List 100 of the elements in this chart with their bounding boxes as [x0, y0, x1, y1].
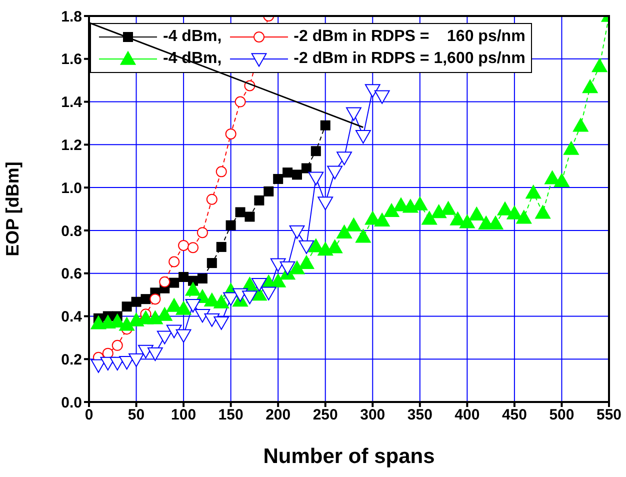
point — [526, 185, 542, 199]
point — [298, 240, 314, 254]
point — [301, 163, 312, 174]
point — [235, 207, 246, 218]
point — [346, 107, 362, 121]
y-tick-label: 0.2 — [61, 351, 82, 368]
point — [554, 173, 570, 188]
point — [402, 199, 418, 213]
point — [364, 84, 380, 98]
point — [254, 195, 264, 206]
point — [244, 212, 255, 222]
point — [346, 218, 362, 232]
point — [234, 96, 246, 108]
point — [204, 313, 220, 327]
x-tick-label: 0 — [84, 406, 94, 424]
point — [166, 324, 182, 338]
y-tick-label: 1.8 — [61, 8, 82, 26]
point — [176, 329, 192, 343]
x-tick-label: 550 — [596, 406, 622, 424]
x-tick-label: 150 — [218, 406, 244, 424]
point — [156, 330, 172, 344]
x-tick-label: 200 — [266, 406, 291, 424]
point — [185, 282, 201, 296]
point — [260, 286, 276, 300]
point — [440, 201, 456, 215]
x-tick-label: 400 — [454, 406, 480, 424]
point — [159, 276, 170, 288]
y-tick-label: 0.8 — [61, 222, 82, 240]
x-tick-label: 50 — [128, 406, 145, 424]
point — [185, 298, 201, 313]
point — [336, 224, 352, 238]
point — [168, 256, 180, 268]
point — [506, 206, 522, 220]
point — [140, 294, 151, 304]
x-tick-label: 350 — [407, 406, 432, 424]
point — [516, 210, 532, 224]
y-tick-label: 1.4 — [61, 94, 83, 112]
point — [216, 242, 226, 252]
legend-label: -2 dBm in RDPS = 1,600 ps/nm — [294, 50, 526, 68]
point — [384, 203, 400, 218]
point — [150, 294, 161, 305]
legend-label: -2 dBm in RDPS = 160 ps/nm — [294, 28, 526, 46]
point — [310, 146, 321, 156]
point — [374, 90, 390, 104]
point — [112, 340, 123, 351]
point — [282, 168, 293, 178]
x-tick-label: 100 — [171, 406, 196, 424]
point — [422, 211, 438, 225]
point — [206, 194, 218, 205]
point — [318, 196, 334, 210]
point — [327, 166, 343, 180]
point — [320, 120, 330, 130]
point — [289, 260, 305, 274]
point — [459, 214, 475, 228]
x-tick-label: 500 — [549, 406, 574, 424]
point — [197, 273, 208, 284]
point — [122, 302, 132, 312]
x-tick-label: 300 — [360, 406, 386, 424]
point — [468, 206, 484, 220]
point — [131, 296, 142, 307]
point — [280, 261, 296, 276]
point — [264, 186, 274, 196]
point — [572, 118, 588, 132]
point — [223, 292, 239, 306]
point — [214, 316, 230, 330]
x-axis-title: Number of spans — [263, 445, 435, 468]
y-tick-label: 0.4 — [61, 308, 83, 326]
point — [298, 255, 314, 269]
point — [374, 212, 390, 226]
legend-label: -4 dBm, — [163, 28, 222, 46]
y-axis-title: EOP [dBm] — [2, 162, 22, 256]
x-tick-label: 450 — [502, 406, 527, 424]
point — [292, 170, 302, 180]
point — [194, 309, 210, 323]
point — [226, 220, 236, 230]
point — [119, 317, 135, 331]
point — [214, 294, 230, 308]
y-tick-label: 1.6 — [61, 51, 82, 68]
point — [563, 141, 579, 155]
point — [216, 166, 227, 178]
point — [273, 174, 284, 184]
point — [336, 152, 352, 166]
point — [355, 229, 371, 243]
point — [169, 278, 180, 288]
point — [251, 278, 267, 292]
point — [225, 128, 236, 140]
point — [270, 258, 286, 272]
point — [178, 240, 190, 251]
x-tick-label: 250 — [312, 406, 338, 424]
point — [178, 272, 189, 282]
point — [128, 353, 144, 368]
point — [147, 347, 163, 362]
point — [176, 301, 192, 315]
point — [289, 225, 305, 239]
point — [355, 130, 371, 144]
y-tick-label: 1.2 — [61, 136, 82, 154]
y-tick-label: 0.0 — [61, 394, 82, 412]
point — [147, 310, 163, 324]
y-tick-label: 0.6 — [61, 266, 82, 283]
point — [308, 172, 324, 186]
